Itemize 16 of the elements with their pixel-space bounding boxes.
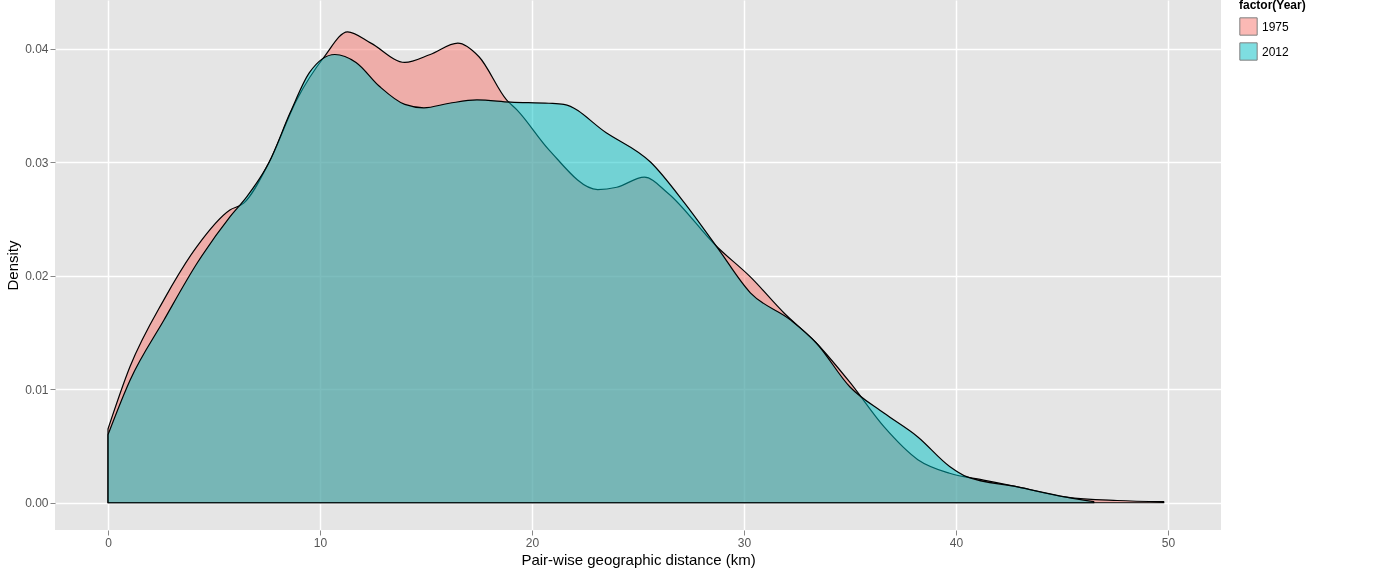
y-tick-label: 0.02 [25, 269, 49, 284]
y-tick-label: 0.03 [25, 155, 49, 170]
legend-label: 2012 [1262, 44, 1290, 59]
x-tick-label: 30 [737, 535, 752, 550]
x-tick-label: 50 [1161, 535, 1176, 550]
y-tick-label: 0.00 [25, 496, 49, 511]
y-axis-title: Density [4, 240, 22, 291]
y-tick-label: 0.04 [25, 42, 49, 57]
legend-title: factor(Year) [1239, 0, 1306, 12]
legend-label: 1975 [1262, 19, 1290, 34]
y-tick-label: 0.01 [25, 382, 49, 397]
x-axis-title: Pair-wise geographic distance (km) [521, 550, 756, 568]
x-tick-label: 20 [525, 535, 540, 550]
x-tick-label: 10 [313, 535, 328, 550]
x-tick-label: 40 [949, 535, 964, 550]
x-tick-label: 0 [105, 535, 113, 550]
